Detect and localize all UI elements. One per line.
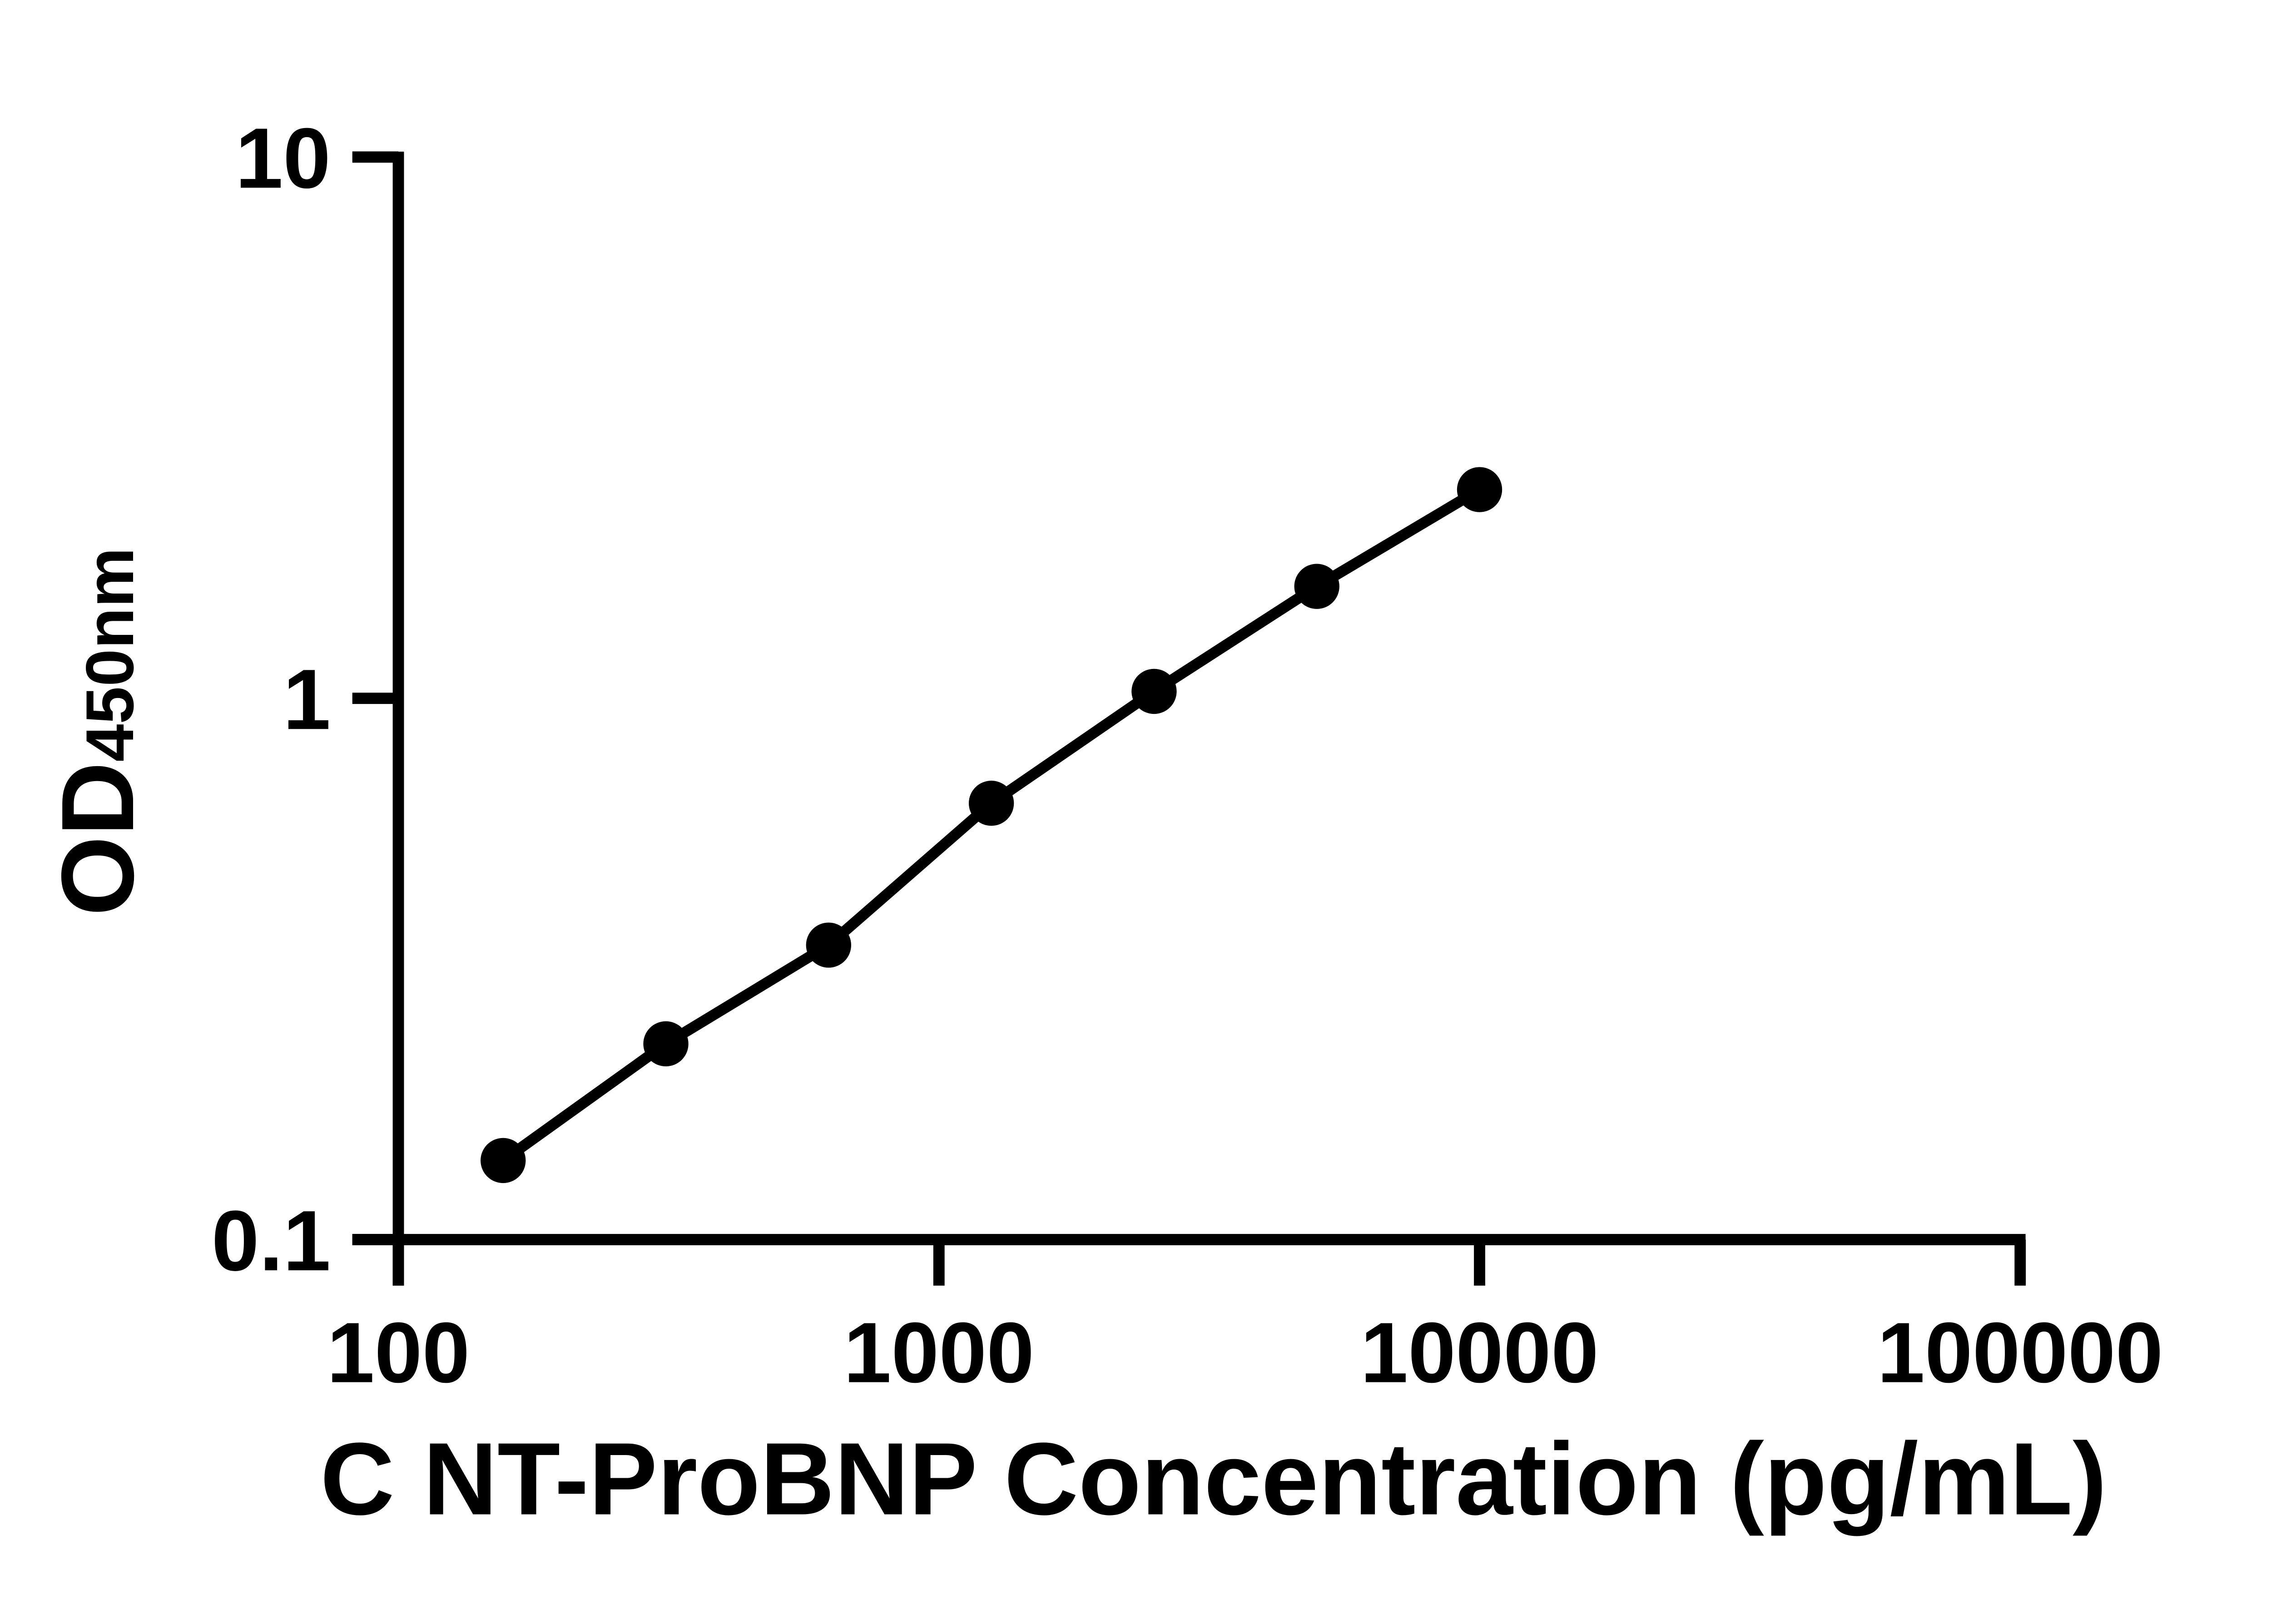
data-point [1294,564,1339,609]
x-axis-title: C NT-ProBNP Concentration (pg/mL) [320,1421,2107,1536]
y-tick-label: 1 [283,651,331,747]
x-tick-label: 100 [327,1304,470,1400]
x-tick-label: 1000 [843,1304,1034,1400]
x-tick-label: 10000 [1360,1304,1599,1400]
y-tick-label: 10 [235,110,331,206]
y-axis-title: OD450nm [40,547,155,916]
x-tick-label: 100000 [1877,1304,2163,1400]
data-series [481,467,1502,1183]
axes [352,151,2026,1286]
data-point [806,922,851,968]
y-axis-title-main: OD [40,762,155,916]
data-point [481,1138,526,1183]
data-point [643,1021,689,1067]
y-axis-title-subscript: 450nm [72,547,148,762]
data-point [1457,467,1502,512]
y-tick-label: 0.1 [212,1193,331,1288]
data-point [1131,668,1177,714]
data-point [968,781,1014,826]
tick-labels: 0.1 1 10 100 1000 10000 100000 [212,110,2163,1400]
